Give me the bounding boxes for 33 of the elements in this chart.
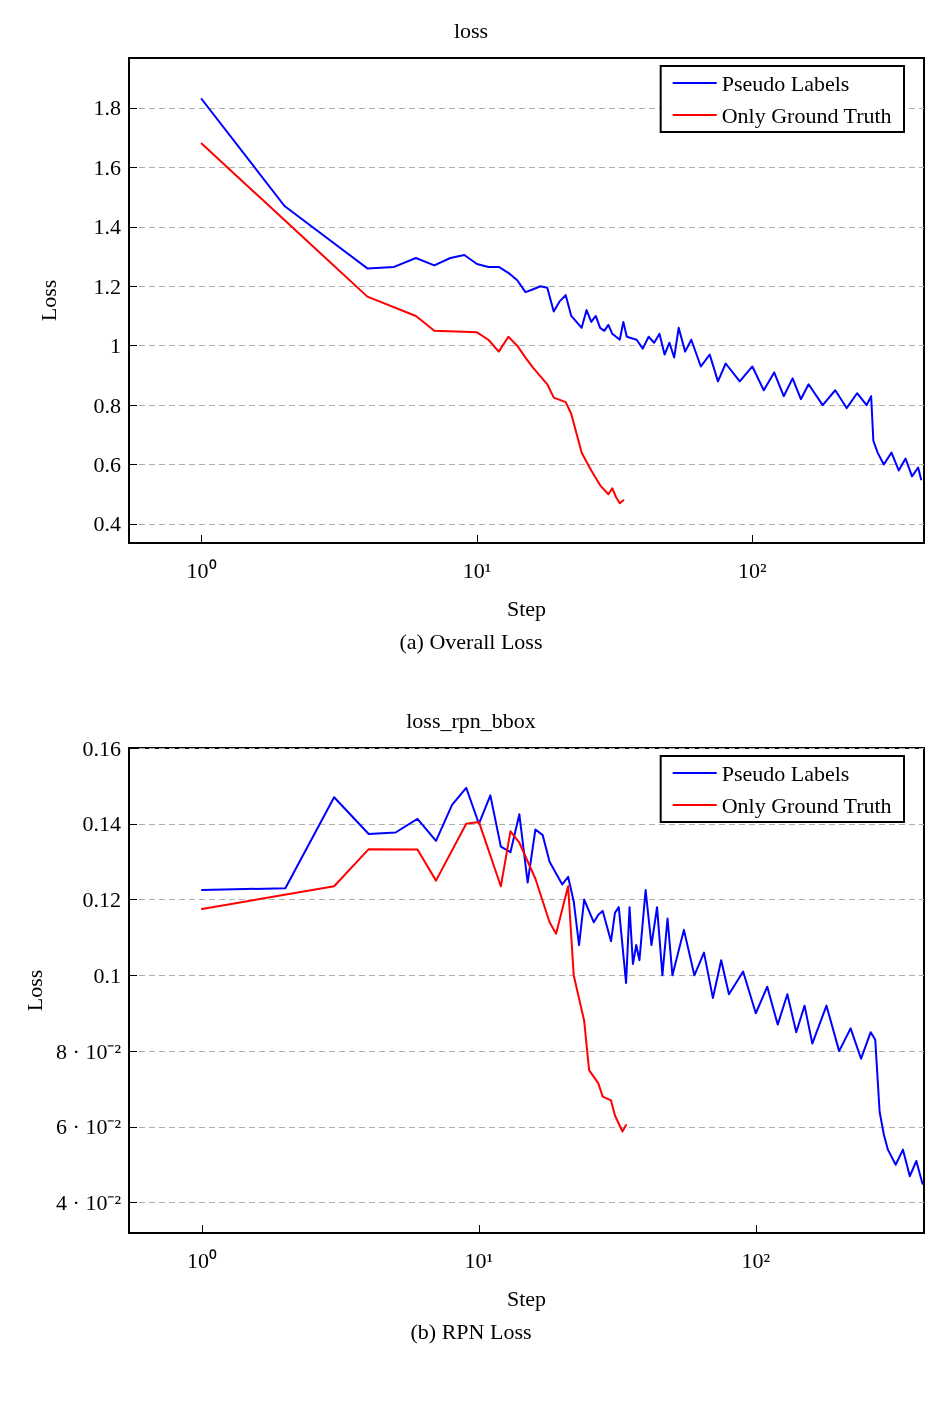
y-tick-label: 0.14: [82, 811, 121, 837]
text: (b) RPN Loss: [410, 1318, 532, 1344]
legend-label: Pseudo Labels: [721, 760, 850, 786]
chart-title: loss: [453, 17, 489, 43]
y-tick-label: 1.2: [93, 273, 121, 299]
text: (a) Overall Loss: [399, 628, 543, 654]
y-tick-label: 6 · 10⁻²: [56, 1114, 122, 1140]
y-axis-title: Loss: [35, 279, 61, 322]
legend-label: Only Ground Truth: [721, 792, 892, 818]
y-tick-label: 0.16: [82, 735, 121, 761]
y-tick-label: 0.1: [93, 962, 121, 988]
x-axis-title: Step: [506, 595, 547, 621]
y-tick-label: 4 · 10⁻²: [56, 1190, 122, 1216]
x-axis-title: Step: [506, 1285, 547, 1311]
y-tick-label: 1.8: [93, 95, 121, 121]
y-tick-label: 0.6: [93, 452, 121, 478]
legend-label: Pseudo Labels: [721, 70, 850, 96]
legend-label: Only Ground Truth: [721, 102, 892, 128]
x-tick-label: 10⁰: [186, 1247, 217, 1273]
y-tick-label: 8 · 10⁻²: [56, 1038, 122, 1064]
y-tick-label: 0.12: [82, 887, 121, 913]
x-tick-label: 10²: [741, 1247, 771, 1273]
y-tick-label: 1.6: [93, 154, 121, 180]
y-tick-label: 1.4: [93, 214, 121, 240]
y-tick-label: 0.4: [93, 511, 121, 537]
y-axis-title: Loss: [21, 969, 47, 1012]
x-tick-label: 10¹: [462, 557, 492, 583]
x-tick-label: 10¹: [464, 1247, 494, 1273]
chart-title: loss_rpn_bbox: [406, 707, 536, 733]
y-tick-label: 0.8: [93, 392, 121, 418]
x-tick-label: 10⁰: [186, 557, 217, 583]
x-tick-label: 10²: [738, 557, 768, 583]
y-tick-label: 1: [110, 333, 121, 359]
